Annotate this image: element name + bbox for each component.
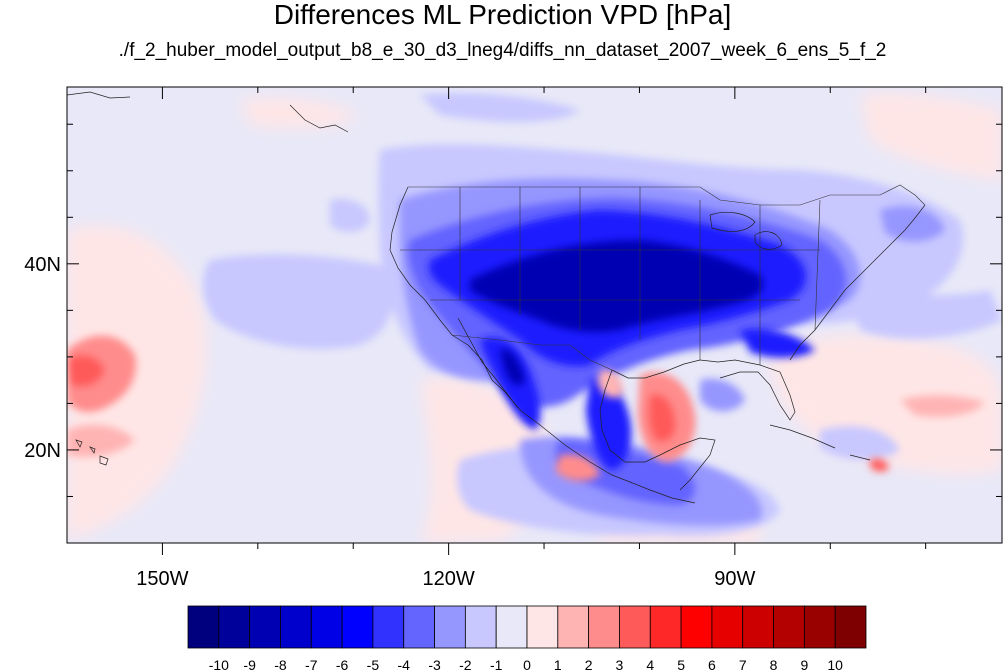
colorbar-swatch: [403, 605, 435, 649]
colorbar-swatch: [680, 605, 713, 649]
colorbar-level-label: -9: [243, 657, 256, 672]
lon-tick-label: 150W: [136, 568, 188, 590]
axis-tick-labels: 40N 20N 150W 120W 90W: [24, 254, 755, 590]
colorbar-level-label: -8: [274, 657, 287, 672]
coastlines: [67, 91, 926, 504]
colorbar-level-label: 9: [800, 657, 808, 672]
field-negative-darkest: [470, 240, 764, 386]
colorbar-level-label: -4: [398, 657, 411, 672]
colorbar-swatch: [834, 605, 867, 649]
colorbar-level-label: -3: [428, 657, 441, 672]
map-subtitle: ./f_2_huber_model_output_b8_e_30_d3_lneg…: [118, 40, 887, 61]
colorbar-level-label: 2: [585, 657, 593, 672]
colorbar-level-label: 5: [677, 657, 685, 672]
political-borders: [400, 184, 926, 371]
colorbar-level-label: 8: [770, 657, 778, 672]
colorbar-swatch: [495, 605, 528, 649]
field-positive-light: [67, 93, 1002, 543]
colorbar-level-label: 6: [708, 657, 716, 672]
colorbar-swatch: [742, 605, 774, 649]
colorbar-labels: -10 -9 -8 -7 -6 -5 -4 -3 -2 -1 0 1 2 3 4 5 6 7 8 9 10: [209, 657, 843, 672]
field-positive: [67, 335, 985, 482]
colorbar-level-label: -1: [490, 657, 503, 672]
colorbar-swatch: [249, 605, 281, 649]
colorbar-swatch: [711, 605, 744, 649]
colorbar-swatch: [434, 605, 466, 649]
colorbar-level-label: -5: [367, 657, 380, 672]
lat-tick-label: 40N: [24, 254, 61, 276]
lat-tick-label: 20N: [24, 440, 61, 462]
colorbar-swatch: [187, 605, 220, 649]
lon-tick-label: 90W: [714, 568, 755, 590]
colorbar-swatch: [649, 605, 682, 649]
colorbar-level-label: -7: [305, 657, 318, 672]
colorbar-swatch: [773, 605, 805, 649]
colorbar-swatch: [557, 605, 590, 649]
colorbar-level-label: -6: [336, 657, 349, 672]
colorbar-level-label: 10: [827, 657, 843, 672]
colorbar-swatch: [218, 605, 251, 649]
colorbar-swatch: [341, 605, 374, 649]
colorbar-level-label: -2: [459, 657, 472, 672]
colorbar: [187, 605, 867, 649]
colorbar-swatch: [588, 605, 620, 649]
lon-tick-label: 120W: [423, 568, 475, 590]
colorbar-swatch: [526, 605, 559, 649]
map-title: Differences ML Prediction VPD [hPa]: [273, 0, 732, 30]
field-layer: [67, 87, 1002, 543]
plot-frame: [66, 86, 1003, 544]
colorbar-swatch: [464, 605, 497, 649]
axis-ticks: [67, 87, 1002, 555]
colorbar-swatch: [310, 605, 343, 649]
colorbar-level-label: 0: [523, 657, 531, 672]
colorbar-swatch: [372, 605, 405, 649]
colorbar-level-label: 4: [646, 657, 654, 672]
colorbar-level-label: 1: [554, 657, 562, 672]
colorbar-swatch: [280, 605, 312, 649]
colorbar-swatch: [619, 605, 651, 649]
colorbar-level-label: -10: [209, 657, 229, 672]
colorbar-level-label: 7: [739, 657, 747, 672]
colorbar-level-label: 3: [616, 657, 624, 672]
colorbar-swatch: [803, 605, 836, 649]
